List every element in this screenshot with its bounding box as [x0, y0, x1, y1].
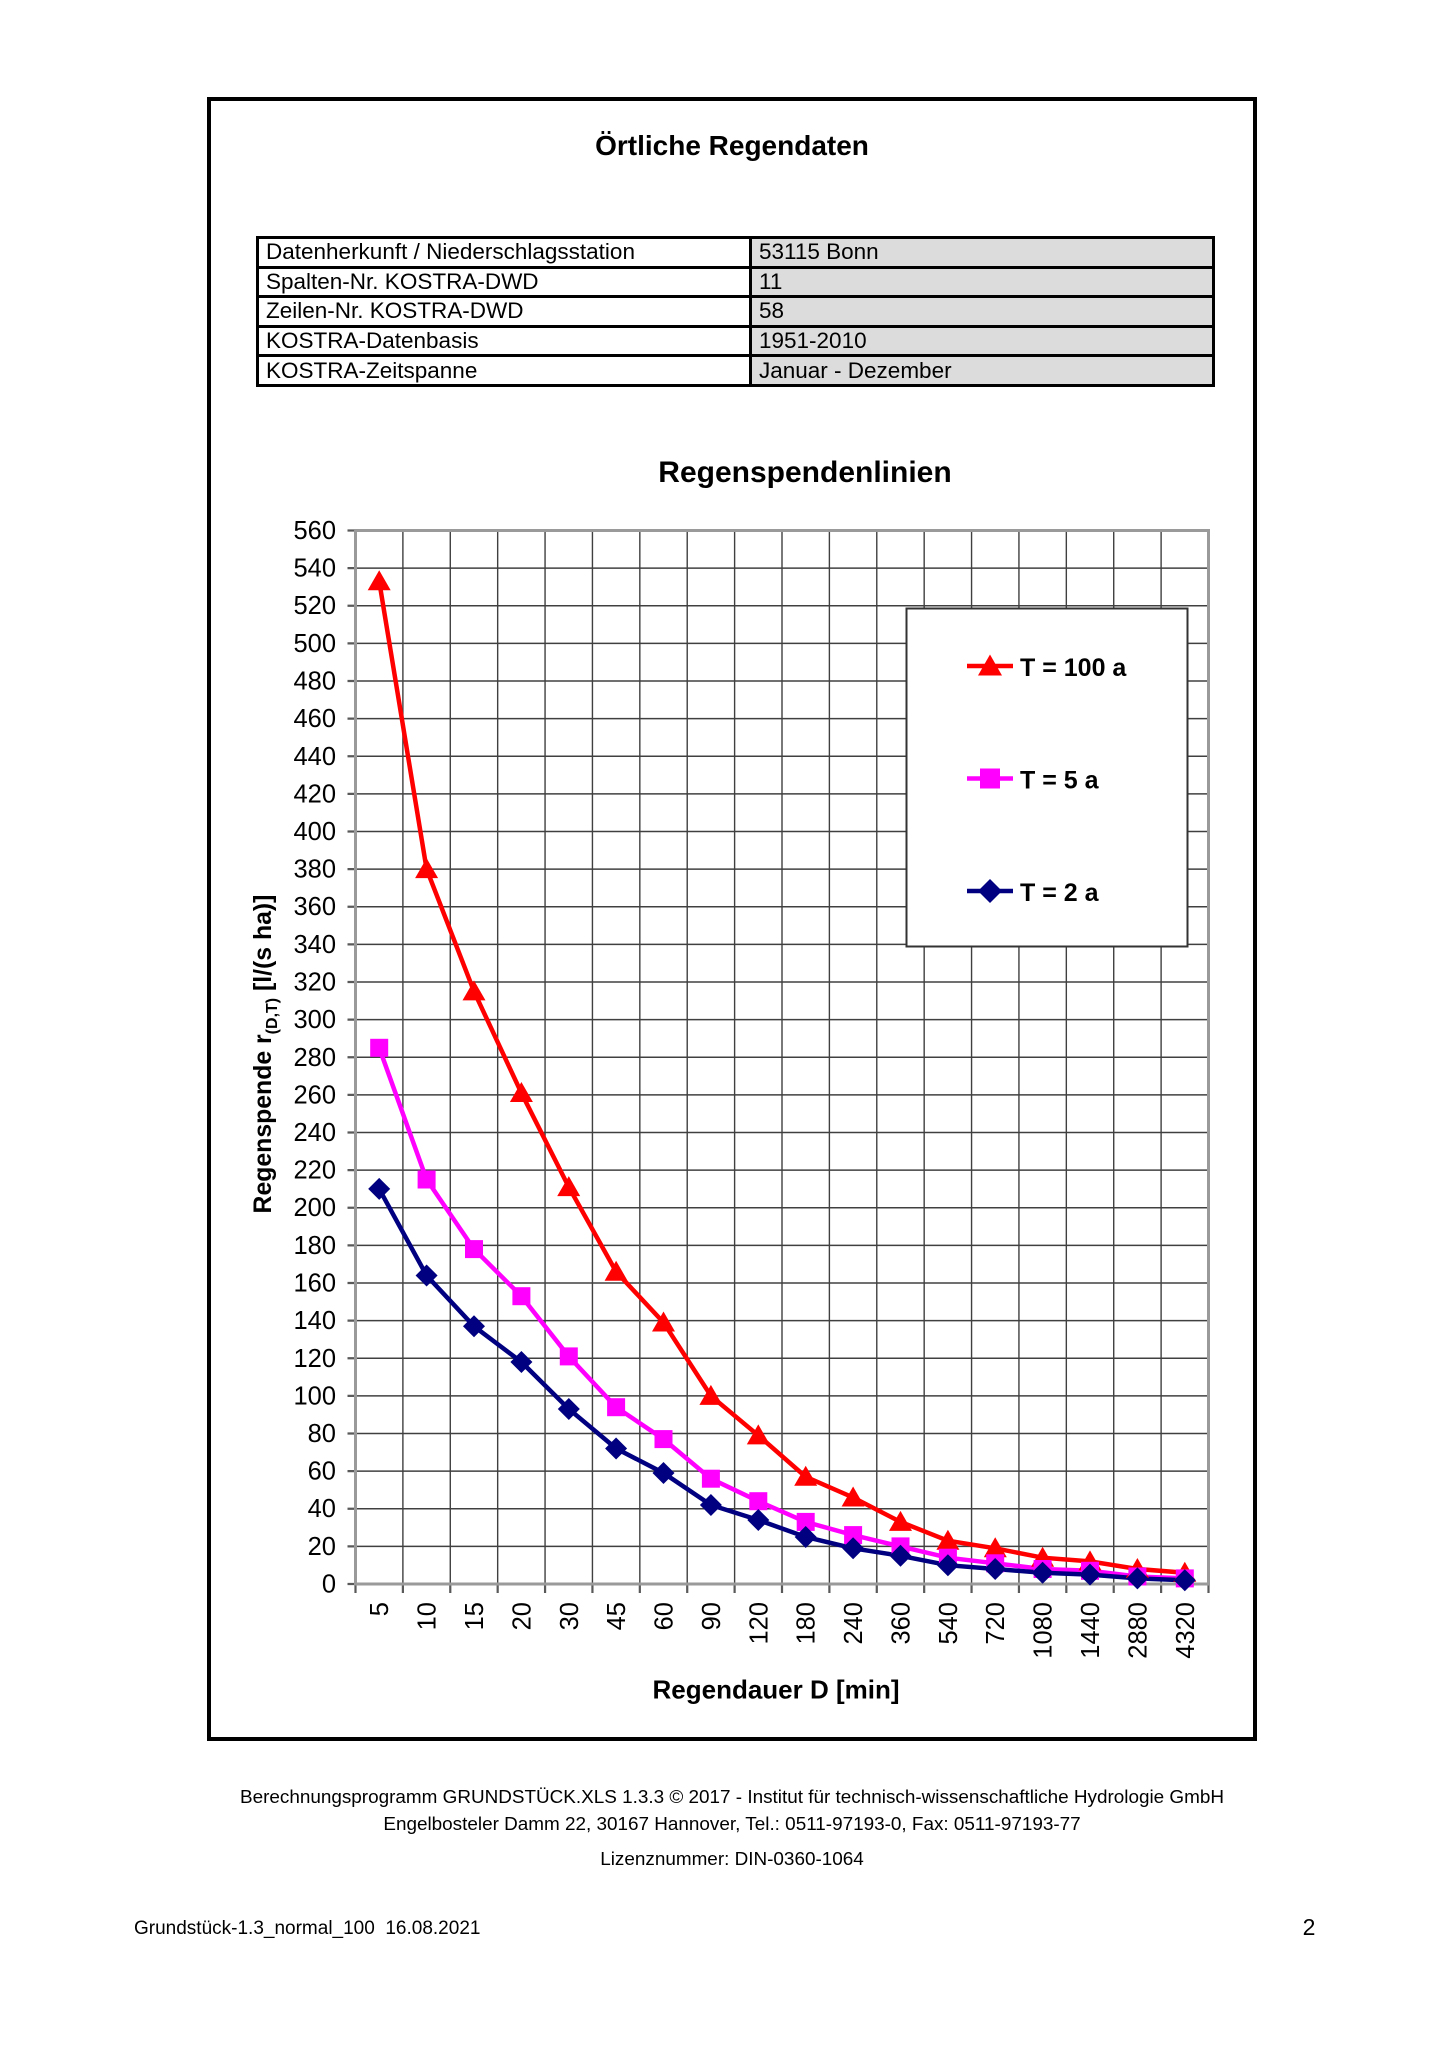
- svg-text:320: 320: [293, 969, 336, 997]
- svg-text:60: 60: [651, 1602, 679, 1630]
- svg-text:460: 460: [293, 705, 336, 733]
- svg-text:80: 80: [308, 1420, 336, 1448]
- svg-text:480: 480: [293, 668, 336, 696]
- svg-text:120: 120: [745, 1602, 773, 1645]
- svg-text:90: 90: [698, 1602, 726, 1630]
- svg-text:1440: 1440: [1077, 1602, 1105, 1659]
- svg-text:5: 5: [366, 1602, 394, 1616]
- svg-text:0: 0: [322, 1571, 336, 1599]
- svg-text:200: 200: [293, 1194, 336, 1222]
- svg-text:T = 5 a: T = 5 a: [1020, 767, 1100, 795]
- svg-text:160: 160: [293, 1270, 336, 1298]
- svg-text:240: 240: [840, 1602, 868, 1645]
- svg-text:15: 15: [461, 1602, 489, 1630]
- svg-text:400: 400: [293, 818, 336, 846]
- svg-text:2880: 2880: [1124, 1602, 1152, 1659]
- svg-text:360: 360: [888, 1602, 916, 1645]
- svg-text:340: 340: [293, 931, 336, 959]
- svg-text:540: 540: [935, 1602, 963, 1645]
- svg-text:120: 120: [293, 1345, 336, 1373]
- svg-text:10: 10: [414, 1602, 442, 1630]
- svg-text:1080: 1080: [1030, 1602, 1058, 1659]
- svg-text:60: 60: [308, 1458, 336, 1486]
- svg-text:T = 2 a: T = 2 a: [1020, 879, 1100, 907]
- svg-text:Regenspendenlinien: Regenspendenlinien: [658, 456, 951, 489]
- svg-text:45: 45: [603, 1602, 631, 1630]
- svg-text:260: 260: [293, 1081, 336, 1109]
- svg-text:140: 140: [293, 1307, 336, 1335]
- svg-text:360: 360: [293, 893, 336, 921]
- svg-text:240: 240: [293, 1119, 336, 1147]
- svg-text:20: 20: [508, 1602, 536, 1630]
- svg-text:280: 280: [293, 1044, 336, 1072]
- svg-text:40: 40: [308, 1495, 336, 1523]
- svg-text:520: 520: [293, 592, 336, 620]
- svg-text:720: 720: [982, 1602, 1010, 1645]
- svg-text:220: 220: [293, 1157, 336, 1185]
- svg-text:540: 540: [293, 555, 336, 583]
- svg-text:420: 420: [293, 780, 336, 808]
- svg-text:30: 30: [556, 1602, 584, 1630]
- svg-text:560: 560: [293, 517, 336, 545]
- svg-text:4320: 4320: [1172, 1602, 1200, 1659]
- svg-text:180: 180: [793, 1602, 821, 1645]
- svg-text:Regenspende r(D,T) [l/(s ha)]: Regenspende r(D,T) [l/(s ha)]: [250, 895, 281, 1214]
- svg-text:100: 100: [293, 1382, 336, 1410]
- svg-text:T = 100 a: T = 100 a: [1020, 654, 1127, 682]
- svg-text:300: 300: [293, 1006, 336, 1034]
- svg-text:500: 500: [293, 630, 336, 658]
- svg-text:20: 20: [308, 1533, 336, 1561]
- svg-text:440: 440: [293, 743, 336, 771]
- svg-text:380: 380: [293, 856, 336, 884]
- svg-text:180: 180: [293, 1232, 336, 1260]
- svg-text:Regendauer D [min]: Regendauer D [min]: [652, 1675, 899, 1705]
